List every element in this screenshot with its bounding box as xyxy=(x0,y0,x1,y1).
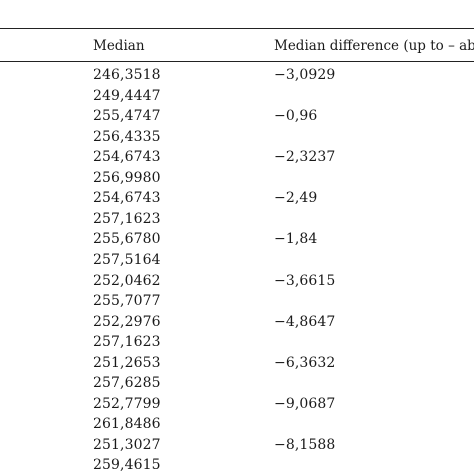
median-value: 255,4747 xyxy=(93,108,161,125)
median-difference-value: −3,6615 xyxy=(274,272,336,289)
median-difference-value: −1,84 xyxy=(274,231,318,248)
median-difference-value: −9,0687 xyxy=(274,395,336,412)
median-value: 261,8486 xyxy=(93,416,161,433)
median-value: 257,5164 xyxy=(93,252,161,268)
median-value: 256,4335 xyxy=(93,128,161,145)
median-value: 252,0462 xyxy=(93,272,161,289)
table-top-rule xyxy=(0,28,474,29)
median-value: 252,7799 xyxy=(93,395,161,412)
header-bottom-rule xyxy=(0,61,474,62)
median-value: 257,1623 xyxy=(93,334,161,351)
median-difference-value: −4,8647 xyxy=(274,313,336,330)
median-value: 259,4615 xyxy=(93,457,161,474)
median-value: 251,2653 xyxy=(93,354,161,371)
median-value: 251,3027 xyxy=(93,436,161,453)
median-value: 246,3518 xyxy=(93,67,161,83)
median-difference-value: −2,49 xyxy=(274,190,318,207)
median-value: 257,6285 xyxy=(93,375,161,392)
median-difference-column-header: Median difference (up to – ab xyxy=(274,38,474,54)
median-value: 256,9980 xyxy=(93,169,161,186)
median-value: 254,6743 xyxy=(93,190,161,207)
median-difference-value: −3,0929 xyxy=(274,67,336,83)
median-value: 249,4447 xyxy=(93,87,161,104)
median-value: 252,2976 xyxy=(93,313,161,330)
median-value: 254,6743 xyxy=(93,149,161,166)
median-value: 255,7077 xyxy=(93,293,161,310)
median-difference-value: −8,1588 xyxy=(274,436,336,453)
median-difference-value: −6,3632 xyxy=(274,354,336,371)
median-difference-value: −2,3237 xyxy=(274,149,336,166)
median-column-header: Median xyxy=(93,38,145,54)
median-value: 257,1623 xyxy=(93,210,161,227)
median-difference-value: −0,96 xyxy=(274,108,318,125)
median-value: 255,6780 xyxy=(93,231,161,248)
